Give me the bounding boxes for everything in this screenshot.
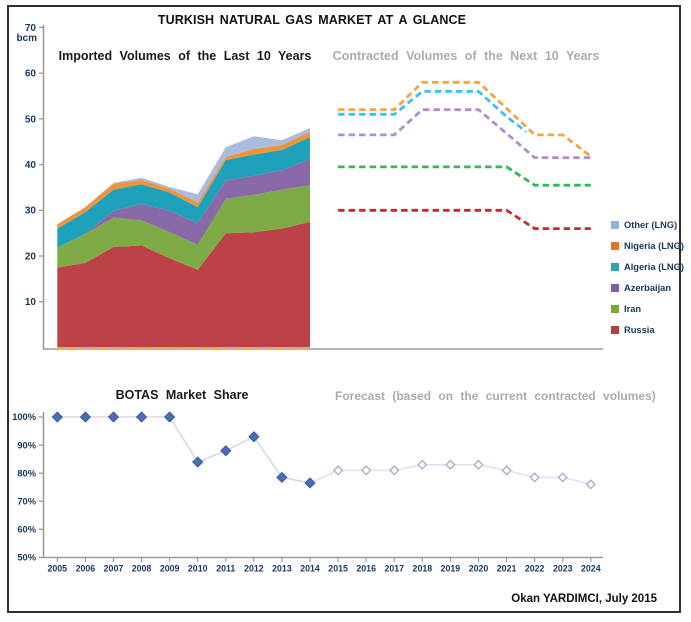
market-share-chart: 100% 90% 80% 70% 60% 50% 2005 2006 2007 2008 2009 2… xyxy=(12,411,603,574)
year-label: 2012 xyxy=(244,564,264,574)
legend: Other (LNG) Nigeria (LNG) Algeria (LNG) Aze… xyxy=(611,219,684,345)
actual-marker xyxy=(304,477,316,489)
forecast-marker xyxy=(529,472,540,483)
year-label: 2019 xyxy=(441,564,461,574)
imports-contracts-chart: 70 60 50 40 30 20 10 bcm xyxy=(16,23,603,350)
year-label: 2021 xyxy=(497,564,517,574)
year-label: 2020 xyxy=(469,564,489,574)
top-y-tick-label: 20 xyxy=(25,251,37,262)
area-russia xyxy=(57,221,310,348)
forecast-marker xyxy=(501,465,512,476)
year-label: 2016 xyxy=(356,564,376,574)
forecast-marker xyxy=(389,465,400,476)
contracted-line-azerbaijan-contracted xyxy=(338,108,591,160)
bottom-y-tick-label: 70% xyxy=(17,497,36,507)
year-label: 2008 xyxy=(132,564,152,574)
legend-item: Azerbaijan xyxy=(611,282,684,293)
forecast-marker xyxy=(417,459,428,470)
legend-swatch xyxy=(611,304,619,313)
top-y-tick-label: 50 xyxy=(25,114,37,125)
legend-item: Russia xyxy=(611,324,684,335)
legend-item-label: Other (LNG) xyxy=(624,219,678,230)
legend-item: Algeria (LNG) xyxy=(611,261,684,272)
contracted-line-nigeria-contracted xyxy=(338,80,592,158)
year-label: 2018 xyxy=(413,564,433,574)
year-label: 2009 xyxy=(160,564,180,574)
actual-marker xyxy=(51,411,63,423)
actual-marker xyxy=(220,445,232,457)
top-y-tick-label: 10 xyxy=(25,297,37,308)
year-label: 2024 xyxy=(581,564,601,574)
year-label: 2022 xyxy=(525,564,545,574)
legend-item: Iran xyxy=(611,303,684,314)
subtitle-imported-volumes: Imported Volumes of the Last 10 Years xyxy=(58,49,312,63)
actual-marker xyxy=(192,456,204,468)
legend-swatch xyxy=(611,283,619,292)
year-label: 2011 xyxy=(216,564,235,574)
legend-swatch xyxy=(611,220,619,229)
actual-line xyxy=(57,416,311,484)
top-y-tick-label: 40 xyxy=(25,160,37,171)
actual-marker xyxy=(135,411,148,423)
top-y-tick-label: 30 xyxy=(25,206,37,217)
legend-item: Other (LNG) xyxy=(611,219,684,230)
contracted-line-algeria-contracted xyxy=(338,90,528,133)
forecast-marker xyxy=(473,459,484,470)
contracted-line-iran-contracted xyxy=(338,165,591,187)
area-iran xyxy=(57,185,310,270)
bottom-y-tick-label: 80% xyxy=(17,468,36,478)
area-azerbaijan xyxy=(57,159,310,248)
top-y-tick-label: 70 xyxy=(25,23,37,34)
legend-swatch xyxy=(611,262,619,271)
area-algeria-lng- xyxy=(57,137,310,248)
legend-item-label: Russia xyxy=(624,324,655,335)
year-label: 2015 xyxy=(328,564,348,574)
credit-text: Okan YARDIMCI, July 2015 xyxy=(511,593,657,605)
year-label: 2010 xyxy=(188,564,208,574)
actual-marker xyxy=(107,411,120,423)
year-label: 2017 xyxy=(384,564,404,574)
forecast-marker xyxy=(585,479,596,490)
year-label: 2023 xyxy=(553,564,573,574)
legend-item-label: Azerbaijan xyxy=(624,282,672,293)
bottom-y-tick-label: 100% xyxy=(12,412,37,422)
year-label: 2005 xyxy=(48,564,68,574)
year-label: 2007 xyxy=(104,564,124,574)
year-label: 2014 xyxy=(300,564,320,574)
legend-item-label: Iran xyxy=(624,303,642,314)
subtitle-contracted-volumes: Contracted Volumes of the Next 10 Years xyxy=(332,49,600,63)
forecast-marker xyxy=(332,465,344,476)
page-title: TURKISH NATURAL GAS MARKET AT A GLANCE xyxy=(157,13,467,27)
bottom-y-tick-label: 60% xyxy=(17,525,36,535)
subtitle-botas-market-share: BOTAS Market Share xyxy=(115,388,249,402)
legend-item-label: Algeria (LNG) xyxy=(624,261,684,272)
actual-marker xyxy=(248,431,260,443)
bottom-y-tick-label: 50% xyxy=(17,553,36,563)
chart-frame xyxy=(7,5,681,613)
top-y-tick-label: 60 xyxy=(25,69,37,80)
forecast-marker xyxy=(557,472,568,483)
forecast-marker xyxy=(361,465,372,476)
year-label: 2006 xyxy=(76,564,96,574)
legend-swatch xyxy=(611,325,619,334)
forecast-marker xyxy=(445,459,456,470)
unit-label: bcm xyxy=(16,33,37,44)
year-label: 2013 xyxy=(272,564,292,574)
bottom-y-tick-label: 90% xyxy=(17,440,36,450)
subtitle-forecast: Forecast (based on the current contracte… xyxy=(335,389,656,403)
legend-item-label: Nigeria (LNG) xyxy=(624,240,684,251)
actual-marker xyxy=(163,411,176,423)
actual-marker xyxy=(79,411,92,423)
actual-marker xyxy=(276,471,288,484)
legend-item: Nigeria (LNG) xyxy=(611,240,684,251)
contracted-line-russia-contracted xyxy=(338,208,591,231)
legend-swatch xyxy=(611,241,619,250)
